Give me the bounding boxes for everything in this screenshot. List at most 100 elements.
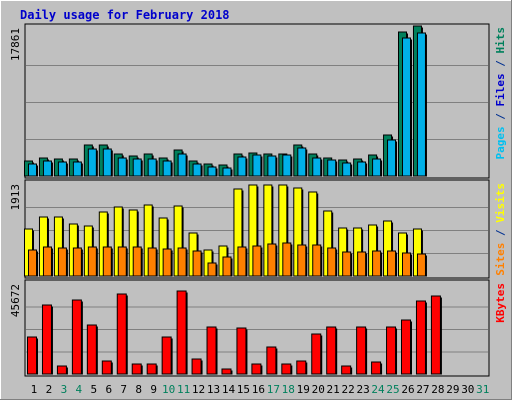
legend-part: / [494,223,507,243]
bar-files-day-27 [416,32,426,177]
x-label-day-12: 12 [192,383,205,396]
x-label-day-23: 23 [356,383,369,396]
bar-kbytes-day-12 [191,358,202,375]
bar-kbytes-day-11 [176,290,187,375]
bar-kbytes-day-17 [266,346,277,375]
bar-kbytes-day-25 [386,326,397,375]
bar-files-day-6 [102,148,112,177]
bar-sites-day-9 [147,247,157,277]
bar-sites-day-23 [357,251,367,277]
bar-kbytes-day-21 [326,326,337,375]
bar-kbytes-day-10 [161,336,172,375]
legend-part: Pages [494,126,507,159]
legend-part: / [494,54,507,74]
bar-kbytes-day-13 [206,326,217,375]
bar-kbytes-day-27 [415,300,426,375]
bar-sites-day-5 [87,246,97,277]
x-label-day-26: 26 [401,383,414,396]
x-label-day-6: 6 [105,383,112,396]
bar-files-day-9 [147,158,157,177]
bar-sites-day-1 [28,249,37,277]
x-label-day-7: 7 [120,383,127,396]
bar-sites-day-15 [237,246,247,277]
x-label-day-15: 15 [237,383,250,396]
panel-top: 17861 Pages / Files / Hits [9,23,507,179]
bar-kbytes-day-28 [430,295,441,375]
bar-kbytes-day-5 [86,324,97,375]
bar-kbytes-day-26 [401,319,411,375]
bar-files-day-18 [282,154,292,177]
legend-part: Visits [494,183,507,223]
bar-files-day-2 [42,160,52,177]
legend-part: Files [494,73,507,106]
series-legend: KBytes [494,283,507,323]
bar-kbytes-day-8 [131,363,142,375]
x-label-day-5: 5 [91,383,98,396]
bar-sites-day-7 [117,246,127,277]
bar-files-day-1 [28,163,37,177]
legend-part: / [494,107,507,127]
bar-files-day-26 [402,37,411,177]
bar-files-day-20 [312,157,322,177]
bar-sites-day-2 [42,246,52,277]
bar-files-day-15 [237,156,247,177]
bar-files-day-21 [327,159,337,177]
bar-files-day-23 [357,161,367,177]
bar-kbytes-day-3 [56,365,67,375]
bar-kbytes-day-7 [116,293,127,375]
legend-part: KBytes [494,283,507,323]
bar-sites-day-11 [177,247,187,277]
chart-title: Daily usage for February 2018 [20,8,230,22]
x-label-day-13: 13 [207,383,220,396]
bar-files-day-14 [222,167,232,177]
bar-sites-day-25 [387,250,397,277]
bar-kbytes-day-19 [296,360,307,375]
bar-sites-day-3 [57,247,67,277]
bar-files-day-4 [72,161,82,177]
bar-files-day-10 [162,160,172,177]
x-label-day-20: 20 [312,383,325,396]
bar-kbytes-day-24 [371,361,382,375]
bar-files-day-5 [87,148,97,177]
x-label-day-21: 21 [327,383,340,396]
bar-kbytes-day-20 [311,333,322,375]
bar-sites-day-17 [267,243,277,277]
bar-sites-day-10 [162,248,172,277]
bar-kbytes-day-16 [251,363,262,375]
bar-sites-day-24 [372,250,382,277]
bar-sites-day-4 [72,247,82,277]
series-legend: Pages / Files / Hits [494,27,507,160]
x-label-day-3: 3 [61,383,68,396]
x-label-day-11: 11 [177,383,190,396]
bar-files-day-19 [297,147,307,177]
x-label-day-24: 24 [371,383,385,396]
bar-files-day-25 [387,139,397,177]
x-label-day-8: 8 [135,383,142,396]
x-label-day-25: 25 [386,383,399,396]
bar-sites-day-6 [102,246,112,277]
bar-sites-day-19 [297,244,307,277]
x-label-day-9: 9 [150,383,157,396]
bar-sites-day-20 [312,244,322,277]
bar-sites-day-8 [132,246,142,277]
bar-files-day-11 [177,153,187,177]
x-label-day-17: 17 [267,383,280,396]
bar-files-day-16 [252,154,262,177]
x-label-day-1: 1 [31,383,38,396]
y-max-label: 17861 [9,28,22,61]
x-label-day-18: 18 [282,383,295,396]
bar-kbytes-day-14 [221,368,232,375]
bar-sites-day-21 [327,247,337,277]
x-label-day-27: 27 [416,383,429,396]
bar-kbytes-day-6 [101,360,112,375]
bar-kbytes-day-9 [146,363,157,375]
x-label-day-14: 14 [222,383,236,396]
bar-sites-day-18 [282,242,292,277]
x-label-day-2: 2 [46,383,53,396]
chart-panels: 17861 Pages / Files / Hits 1913 Sites / Vis… [9,23,507,377]
y-max-label: 1913 [9,184,22,211]
bar-sites-day-26 [402,252,411,277]
x-label-day-19: 19 [297,383,310,396]
x-label-day-30: 30 [461,383,474,396]
